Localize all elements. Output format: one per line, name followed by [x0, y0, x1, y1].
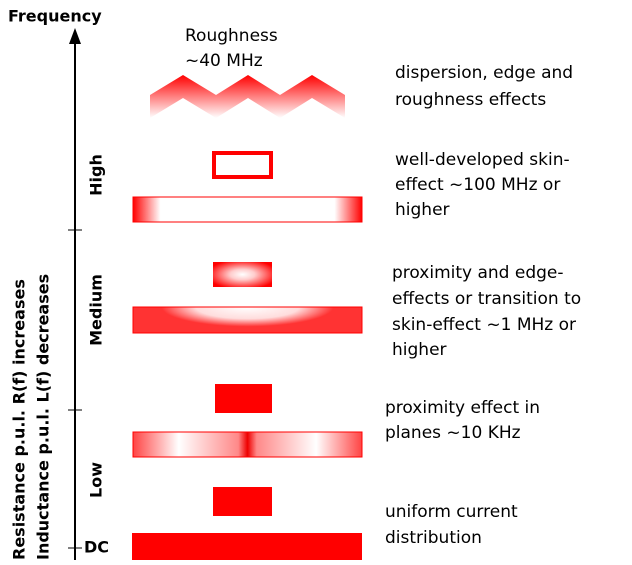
plane	[132, 306, 363, 334]
axis-label: Inductance p.u.l. L(f) decreases	[34, 274, 53, 560]
arrow-head	[69, 28, 81, 44]
roughness-label: ~40 MHz	[185, 51, 263, 71]
description: skin-effect ~1 MHz or	[392, 315, 576, 335]
description: distribution	[385, 528, 482, 548]
small-conductor	[212, 151, 273, 179]
description: well-developed skin-	[395, 150, 570, 170]
small-conductor	[215, 384, 272, 413]
description: roughness effects	[395, 90, 546, 110]
plane	[132, 431, 363, 458]
small-conductor	[213, 487, 272, 516]
plane	[132, 533, 362, 560]
description: proximity effect in	[385, 398, 540, 418]
description: dispersion, edge and	[395, 63, 573, 83]
band-label: High	[87, 154, 106, 196]
description: planes ~10 KHz	[385, 423, 521, 443]
axis-label: Resistance p.u.l. R(f) increases	[10, 279, 29, 560]
description: effects or transition to	[392, 289, 581, 309]
description: higher	[392, 340, 447, 360]
description: uniform current	[385, 502, 518, 522]
description: proximity and edge-	[392, 263, 564, 283]
axis-title: Frequency	[8, 7, 102, 26]
description: effect ~100 MHz or	[395, 175, 560, 195]
description: higher	[395, 200, 450, 220]
small-conductor	[213, 262, 272, 287]
band-label: DC	[84, 538, 109, 557]
roughness-zigzag	[150, 75, 345, 118]
plane	[132, 196, 363, 223]
band-label: Medium	[87, 274, 106, 346]
band-label: Low	[87, 462, 106, 498]
roughness-label: Roughness	[185, 26, 278, 46]
